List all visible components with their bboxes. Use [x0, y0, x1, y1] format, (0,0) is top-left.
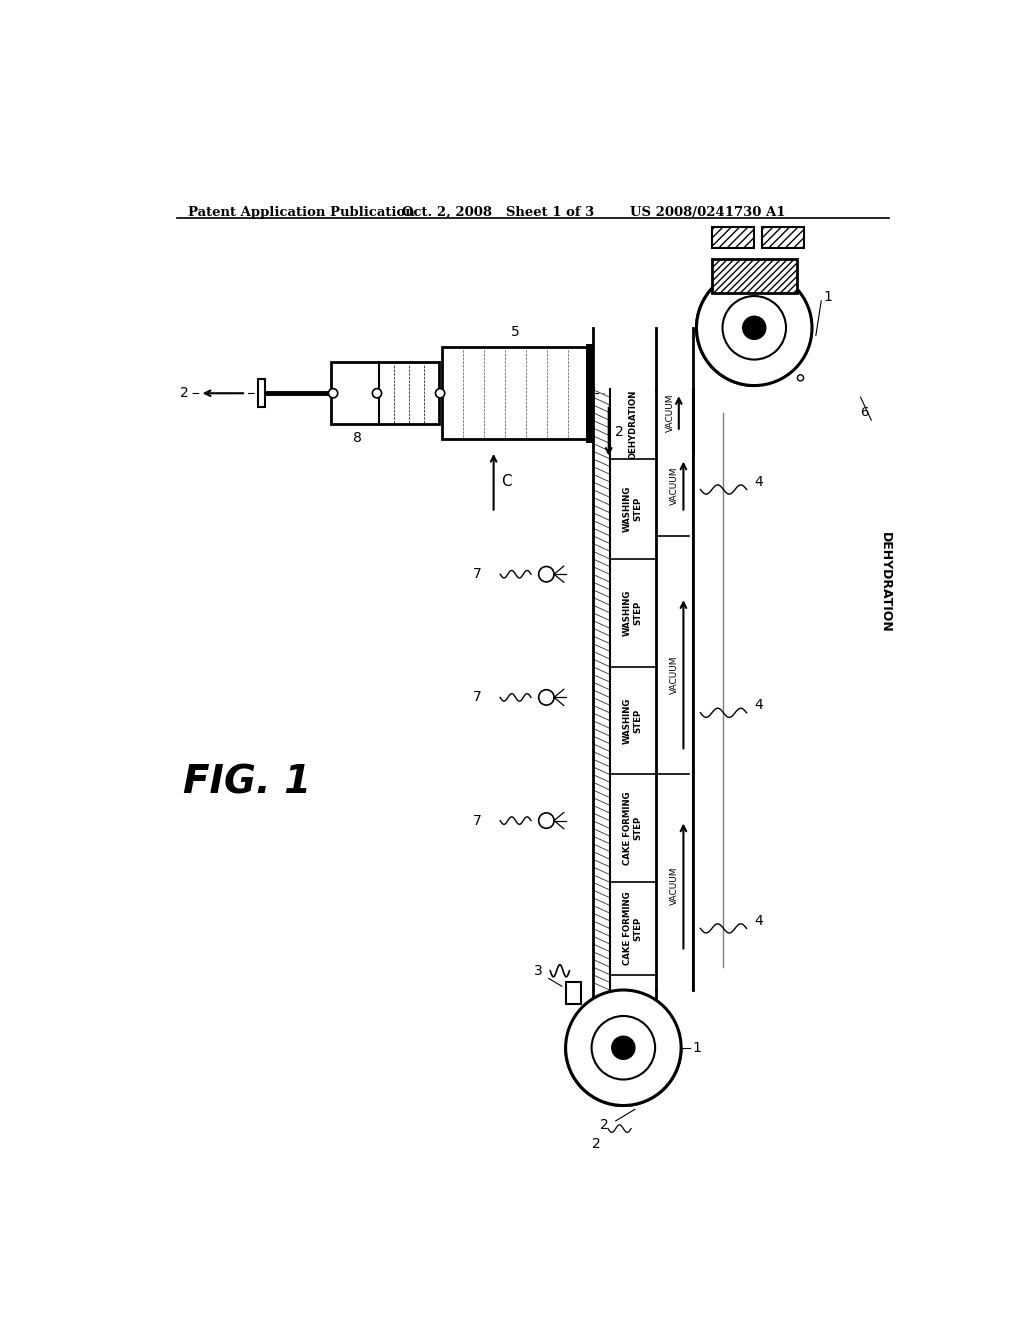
Circle shape: [742, 317, 766, 339]
Text: 6: 6: [860, 407, 868, 418]
Text: 2: 2: [614, 425, 624, 438]
Bar: [258, 379, 265, 407]
Text: WASHING
STEP: WASHING STEP: [623, 590, 642, 636]
Bar: [712, 227, 755, 248]
Text: Oct. 2, 2008   Sheet 1 of 3: Oct. 2, 2008 Sheet 1 of 3: [401, 206, 594, 219]
Circle shape: [592, 1016, 655, 1080]
Bar: [712, 259, 797, 293]
Text: 2: 2: [592, 1137, 601, 1151]
Text: 4: 4: [755, 475, 763, 488]
Text: 2: 2: [179, 387, 188, 400]
Bar: [762, 227, 804, 248]
Text: VACUUM: VACUUM: [666, 393, 675, 432]
Bar: [442, 347, 589, 440]
Text: 5: 5: [511, 325, 520, 339]
Circle shape: [373, 388, 382, 397]
Text: 1: 1: [692, 1040, 701, 1055]
Text: US 2008/0241730 A1: US 2008/0241730 A1: [630, 206, 785, 219]
Circle shape: [696, 271, 812, 385]
Text: 4: 4: [755, 913, 763, 928]
Bar: [331, 363, 438, 424]
Text: DEHYDRATION: DEHYDRATION: [628, 389, 637, 459]
Text: WASHING
STEP: WASHING STEP: [623, 697, 642, 743]
Text: 7: 7: [473, 690, 481, 705]
Text: VACUUM: VACUUM: [670, 466, 679, 506]
Text: 3: 3: [534, 964, 543, 978]
Text: FIG. 1: FIG. 1: [183, 763, 311, 801]
Text: WASHING
STEP: WASHING STEP: [623, 486, 642, 532]
Text: Patent Application Publication: Patent Application Publication: [188, 206, 415, 219]
Circle shape: [723, 296, 786, 359]
Text: CAKE FORMING
STEP: CAKE FORMING STEP: [623, 792, 642, 865]
Circle shape: [611, 1036, 635, 1059]
Bar: [565, 982, 581, 1003]
Text: 4: 4: [755, 698, 763, 711]
Text: 1: 1: [823, 290, 833, 304]
Text: DEHYDRATION: DEHYDRATION: [879, 532, 892, 632]
Text: VACUUM: VACUUM: [670, 655, 679, 693]
Circle shape: [435, 388, 444, 397]
Text: 8: 8: [353, 430, 362, 445]
Text: 2: 2: [600, 1118, 608, 1131]
Text: 7: 7: [473, 813, 481, 828]
Text: CAKE FORMING
STEP: CAKE FORMING STEP: [623, 891, 642, 965]
Text: VACUUM: VACUUM: [670, 867, 679, 906]
Circle shape: [565, 990, 681, 1106]
Text: 7: 7: [473, 568, 481, 581]
Text: C: C: [502, 474, 512, 490]
Circle shape: [329, 388, 338, 397]
